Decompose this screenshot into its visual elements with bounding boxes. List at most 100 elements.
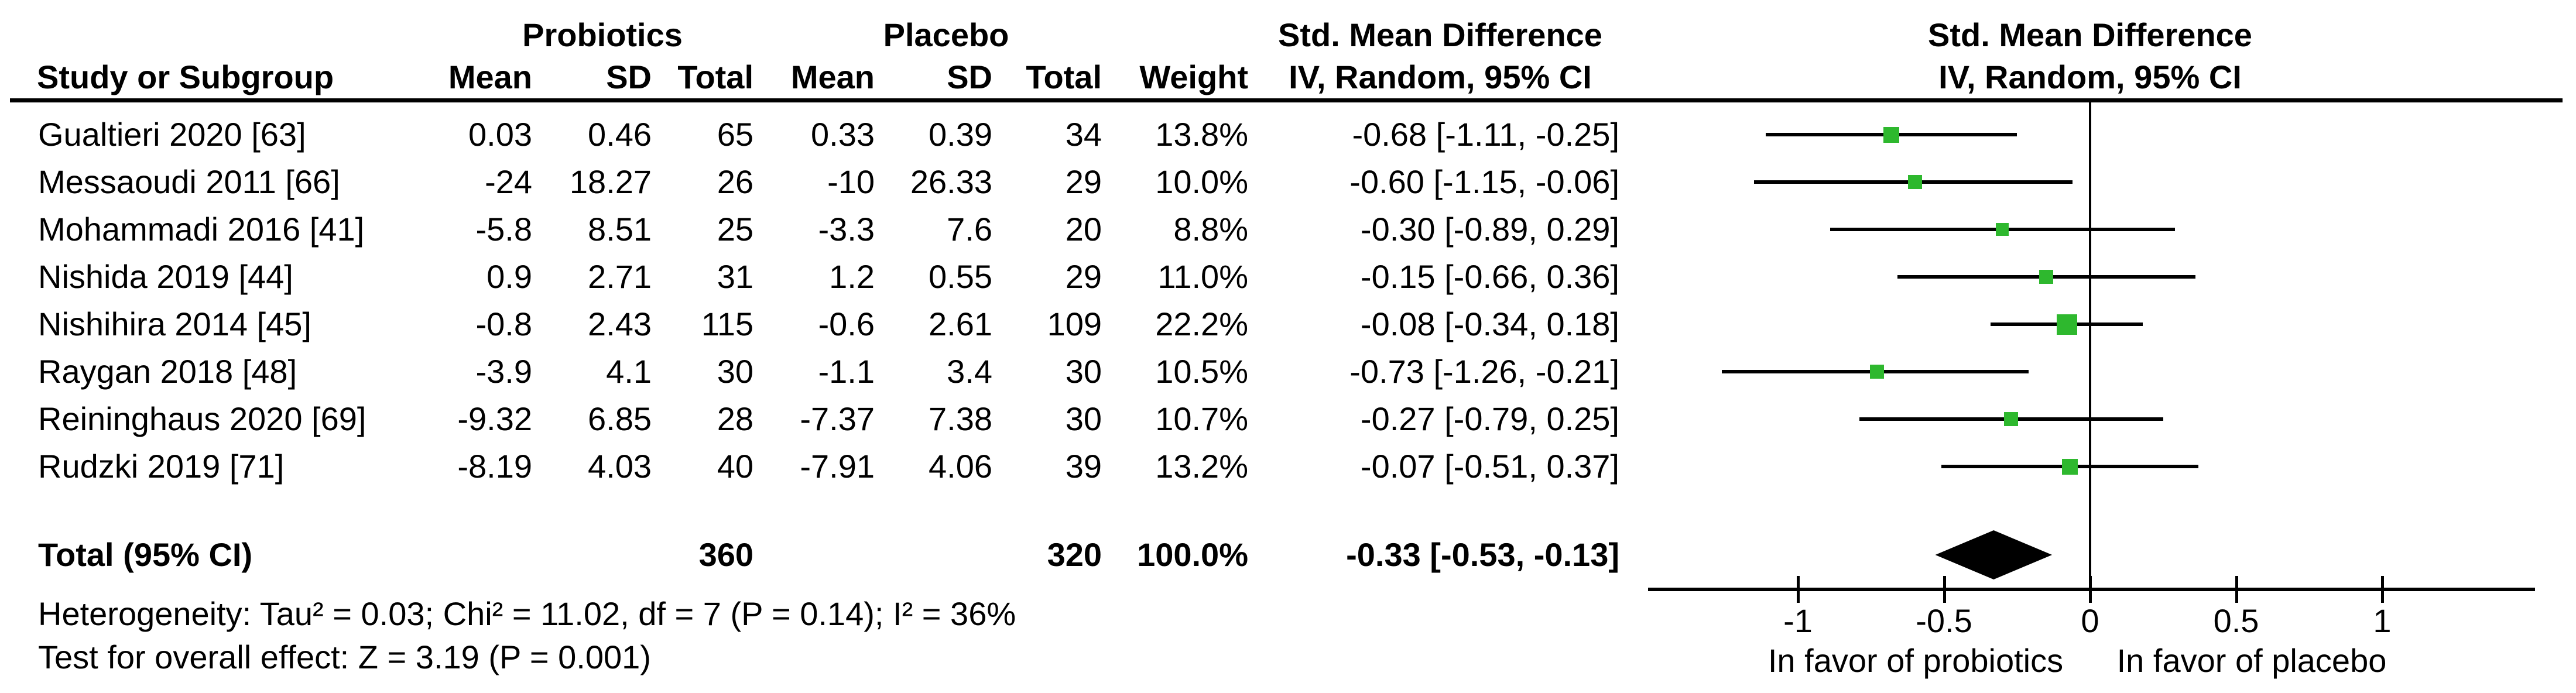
mean-probiotics: -24	[485, 163, 532, 200]
effect-marker	[1883, 126, 1900, 143]
sd-probiotics: 18.27	[569, 163, 652, 200]
mean-placebo: 1.2	[829, 258, 875, 295]
mean-probiotics: 0.03	[468, 116, 532, 153]
study-name: Reininghaus 2020 [69]	[38, 400, 366, 437]
study-name: Messaoudi 2011 [66]	[38, 163, 340, 200]
mean-placebo: -0.6	[818, 306, 875, 342]
ci-text: -0.27 [-0.79, 0.25]	[1360, 400, 1619, 437]
weight: 13.2%	[1155, 448, 1248, 485]
heterogeneity-text: Heterogeneity: Tau² = 0.03; Chi² = 11.02…	[38, 595, 1016, 632]
sd-placebo: 0.39	[929, 116, 992, 153]
col-header-weight: Weight	[1139, 59, 1248, 95]
total-row-label: Total (95% CI)	[38, 536, 253, 573]
col-header-total-probiotics: Total	[677, 59, 753, 95]
sd-probiotics: 4.03	[588, 448, 652, 485]
sd-placebo: 0.55	[929, 258, 992, 295]
total-ci-text: -0.33 [-0.53, -0.13]	[1346, 536, 1619, 573]
study-name: Mohammadi 2016 [41]	[38, 211, 365, 248]
ci-text: -0.08 [-0.34, 0.18]	[1360, 306, 1619, 342]
sd-placebo: 7.38	[929, 400, 992, 437]
sd-placebo: 26.33	[910, 163, 992, 200]
ci-text: -0.60 [-1.15, -0.06]	[1349, 163, 1619, 200]
header-group-placebo: Placebo	[883, 16, 1009, 53]
axis-tick-label: -1	[1783, 602, 1813, 639]
total-placebo: 30	[1065, 400, 1102, 437]
weight: 8.8%	[1173, 211, 1248, 248]
study-name: Gualtieri 2020 [63]	[38, 116, 306, 153]
sd-placebo: 3.4	[947, 353, 992, 390]
total-placebo-sum: 320	[1047, 536, 1102, 573]
total-placebo: 20	[1065, 211, 1102, 248]
summary-diamond	[1935, 530, 2053, 579]
sd-placebo: 4.06	[929, 448, 992, 485]
col-header-sd-probiotics: SD	[606, 59, 652, 95]
axis-tick-label: -0.5	[1916, 602, 1972, 639]
mean-probiotics: -3.9	[475, 353, 533, 390]
weight: 10.7%	[1155, 400, 1248, 437]
study-name: Nishida 2019 [44]	[38, 258, 293, 295]
header-rule	[10, 98, 2563, 102]
ci-text: -0.68 [-1.11, -0.25]	[1352, 116, 1619, 153]
total-probiotics: 65	[717, 116, 753, 153]
col-header-sd-placebo: SD	[947, 59, 992, 95]
col-header-study: Study or Subgroup	[37, 59, 334, 95]
mean-placebo: -1.1	[818, 353, 875, 390]
weight: 10.0%	[1155, 163, 1248, 200]
sd-probiotics: 4.1	[606, 353, 652, 390]
effect-marker	[2056, 314, 2077, 335]
total-probiotics: 115	[701, 306, 753, 342]
ci-text: -0.15 [-0.66, 0.36]	[1360, 258, 1619, 295]
axis-tick-label: 0.5	[2213, 602, 2259, 639]
total-placebo: 39	[1065, 448, 1102, 485]
effect-marker	[1869, 365, 1884, 379]
sd-probiotics: 0.46	[588, 116, 652, 153]
ci-text: -0.07 [-0.51, 0.37]	[1360, 448, 1619, 485]
overall-effect-text: Test for overall effect: Z = 3.19 (P = 0…	[38, 639, 651, 675]
ci-text: -0.73 [-1.26, -0.21]	[1349, 353, 1619, 390]
col-header-mean-probiotics: Mean	[448, 59, 532, 95]
total-probiotics: 26	[717, 163, 753, 200]
total-weight: 100.0%	[1137, 536, 1248, 573]
axis-left-direction-label: In favor of probiotics	[1767, 642, 2064, 679]
total-probiotics: 25	[717, 211, 753, 248]
col-header-total-placebo: Total	[1026, 59, 1102, 95]
effect-marker	[1996, 223, 2009, 236]
weight: 13.8%	[1155, 116, 1248, 153]
total-probiotics: 28	[717, 400, 753, 437]
effect-marker	[1907, 175, 1922, 189]
effect-marker	[2061, 458, 2078, 475]
effect-marker	[2004, 412, 2019, 426]
mean-placebo: -10	[827, 163, 875, 200]
col-header-ci-right: IV, Random, 95% CI	[1938, 59, 2242, 95]
col-header-mean-placebo: Mean	[790, 59, 875, 95]
mean-probiotics: -5.8	[475, 211, 533, 248]
total-placebo: 29	[1065, 258, 1102, 295]
sd-probiotics: 2.43	[588, 306, 652, 342]
header-smd-right-line1: Std. Mean Difference	[1928, 16, 2252, 53]
axis-tick-label: 1	[2373, 602, 2392, 639]
sd-probiotics: 2.71	[588, 258, 652, 295]
total-probiotics: 30	[717, 353, 753, 390]
mean-placebo: -3.3	[818, 211, 875, 248]
axis-tick	[2235, 576, 2238, 603]
mean-probiotics: -9.32	[457, 400, 532, 437]
axis-tick	[1797, 576, 1800, 603]
ci-text: -0.30 [-0.89, 0.29]	[1360, 211, 1619, 248]
axis-tick	[2089, 576, 2092, 603]
study-name: Nishihira 2014 [45]	[38, 306, 311, 342]
sd-probiotics: 6.85	[588, 400, 652, 437]
total-placebo: 30	[1065, 353, 1102, 390]
header-group-probiotics: Probiotics	[522, 16, 683, 53]
col-header-ci-left: IV, Random, 95% CI	[1289, 59, 1592, 95]
effect-marker	[2039, 270, 2054, 284]
weight: 10.5%	[1155, 353, 1248, 390]
zero-line	[2089, 102, 2091, 589]
total-placebo: 34	[1065, 116, 1102, 153]
weight: 22.2%	[1155, 306, 1248, 342]
mean-probiotics: 0.9	[487, 258, 532, 295]
weight: 11.0%	[1157, 258, 1248, 295]
mean-probiotics: -0.8	[475, 306, 533, 342]
total-probiotics-sum: 360	[698, 536, 753, 573]
mean-placebo: -7.37	[800, 400, 875, 437]
